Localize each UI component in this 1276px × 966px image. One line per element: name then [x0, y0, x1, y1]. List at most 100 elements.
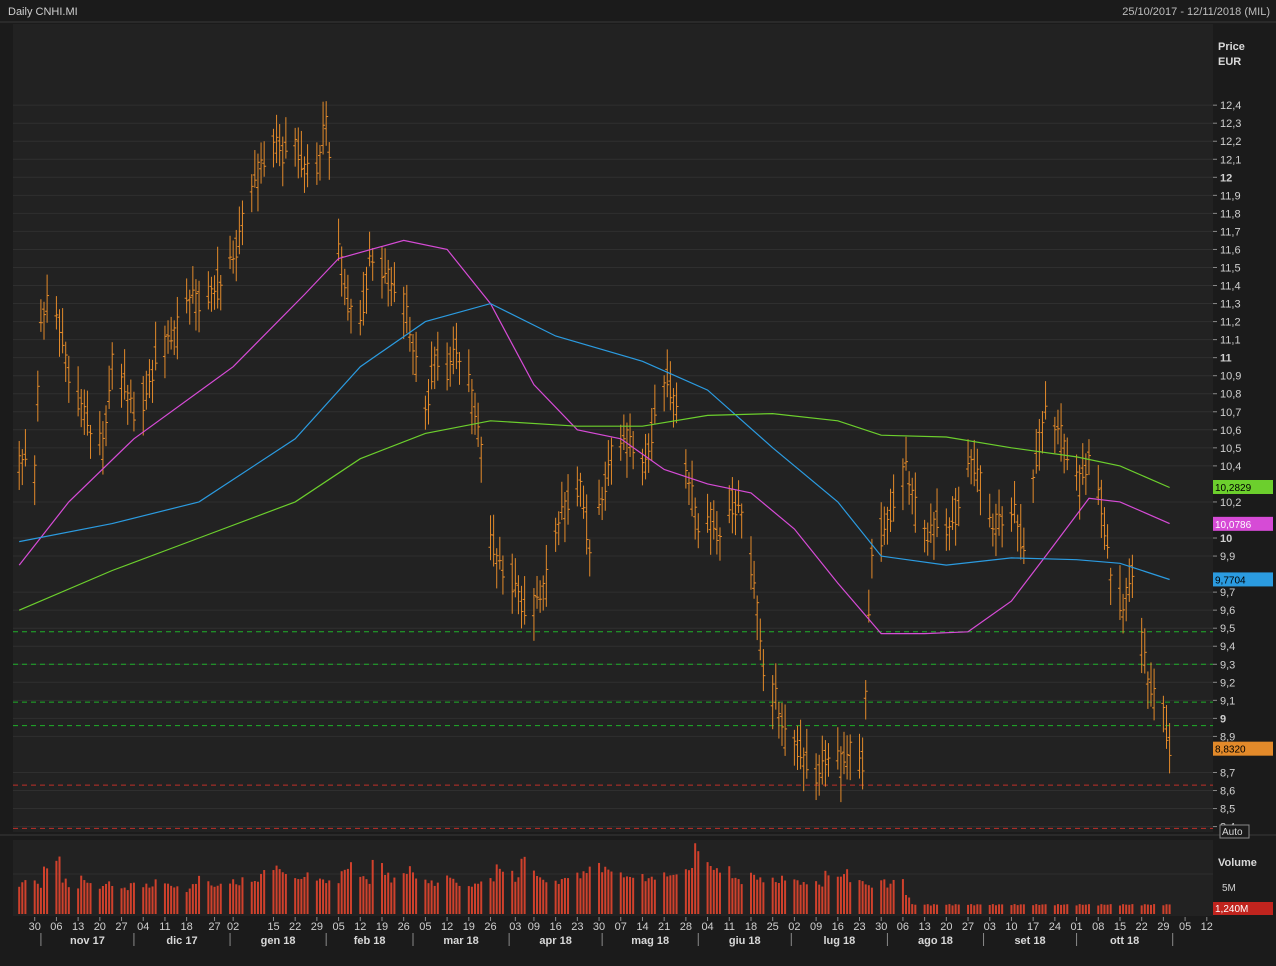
x-tick-label: 03: [509, 921, 521, 933]
ma50-line: [18, 239, 1170, 635]
x-tick-label: 06: [897, 921, 909, 933]
x-tick-label: 27: [208, 921, 220, 933]
ma200-line: [18, 412, 1170, 611]
y-tick-label: 9: [1220, 713, 1226, 725]
y-tick-label: 10,9: [1220, 371, 1241, 383]
y-tick-label: 9,5: [1220, 623, 1235, 635]
x-tick-label: 29: [311, 921, 323, 933]
x-tick-label: 06: [50, 921, 62, 933]
auto-scale-button[interactable]: [1219, 824, 1250, 839]
x-tick-label: 26: [484, 921, 496, 933]
value-badges: 10,2829 10,0786 9,7704 8,8320: [1213, 479, 1273, 756]
moving-averages: [18, 239, 1170, 635]
x-tick-label: 07: [615, 921, 627, 933]
y-tick-label: 12,3: [1220, 118, 1241, 130]
x-tick-label: 12: [1201, 921, 1213, 933]
x-tick-label: 05: [419, 921, 431, 933]
y-tick-label: 12,4: [1220, 100, 1241, 112]
y-tick-label: 11,5: [1220, 262, 1241, 274]
x-tick-label: 08: [1092, 921, 1104, 933]
month-label: ott 18: [1110, 935, 1139, 947]
y-tick-label: 9,1: [1220, 695, 1235, 707]
y-tick-label: 12,2: [1220, 136, 1241, 148]
month-label: dic 17: [166, 935, 197, 947]
y-tick-label: 8,9: [1220, 731, 1235, 743]
x-tick-label: 04: [701, 921, 713, 933]
y-tick-label: 9,7: [1220, 587, 1235, 599]
x-tick-label: 12: [441, 921, 453, 933]
y-tick-label: 10,8: [1220, 389, 1241, 401]
month-label: nov 17: [70, 935, 105, 947]
last-badge: [1213, 741, 1273, 756]
y-tick-label: 8,6: [1220, 786, 1235, 798]
y-tick-label: 9,2: [1220, 677, 1235, 689]
x-tick-label: 20: [940, 921, 952, 933]
x-tick-label: 23: [571, 921, 583, 933]
y-tick-label: 9,9: [1220, 551, 1235, 563]
x-tick-label: 22: [1136, 921, 1148, 933]
x-tick-label: 16: [832, 921, 844, 933]
y-tick-label: 12,1: [1220, 154, 1241, 166]
x-tick-label: 21: [658, 921, 670, 933]
x-tick-label: 23: [853, 921, 865, 933]
y-tick-label: 11: [1220, 353, 1232, 365]
ma100-badge-value: 9,7704: [1215, 575, 1246, 586]
price-axis-ticks: 12,4 12,3 12,2 12,1 12 11,9 11,8 11,7 11,6 11,5 11…: [1213, 100, 1241, 834]
y-tick-label: 11,7: [1220, 226, 1241, 238]
x-tick-label: 09: [810, 921, 822, 933]
x-tick-label: 24: [1049, 921, 1061, 933]
x-tick-label: 19: [463, 921, 475, 933]
support-levels: [13, 631, 1213, 829]
x-tick-label: 17: [1027, 921, 1039, 933]
x-tick-label: 10: [1005, 921, 1017, 933]
volume-last-value: 1,240M: [1215, 904, 1248, 915]
y-tick-label: 11,3: [1220, 299, 1241, 311]
y-tick-label: 10,7: [1220, 407, 1241, 419]
x-tick-label: 30: [875, 921, 887, 933]
x-tick-label: 01: [1070, 921, 1082, 933]
y-tick-label: 11,9: [1220, 190, 1241, 202]
y-tick-label: 10: [1220, 533, 1232, 545]
volume-tick-5m: 5M: [1222, 883, 1236, 894]
grid: [13, 104, 1213, 828]
month-label: set 18: [1014, 935, 1045, 947]
x-tick-label: 05: [332, 921, 344, 933]
y-tick-label: 10,4: [1220, 461, 1241, 473]
time-axis: 30 06 13 20 27 04 11 18 27 02 15 22 29 05 12 19 26 05 12 19…: [29, 917, 1213, 947]
y-tick-label: 9,6: [1220, 605, 1235, 617]
x-tick-label: 11: [724, 921, 735, 933]
month-label: mag 18: [631, 935, 669, 947]
price-bars: [17, 101, 1172, 803]
volume-last-badge: [1213, 902, 1273, 915]
ma50-badge: [1213, 516, 1273, 531]
month-label: mar 18: [443, 935, 478, 947]
month-label: gen 18: [261, 935, 296, 947]
y-tick-label: 11,1: [1220, 335, 1241, 347]
x-tick-label: 26: [398, 921, 410, 933]
price-axis-label: Price: [1218, 41, 1245, 53]
chart-title: Daily CNHI.MI: [8, 6, 78, 18]
y-tick-label: 9,4: [1220, 641, 1235, 653]
y-tick-label: 8,5: [1220, 804, 1235, 816]
x-tick-label: 29: [1157, 921, 1169, 933]
auto-scale-label: Auto: [1222, 827, 1243, 838]
ma200-badge: [1213, 479, 1273, 494]
x-tick-label: 27: [962, 921, 974, 933]
y-tick-label: 12: [1220, 172, 1232, 184]
month-label: lug 18: [823, 935, 855, 947]
price-panel: [13, 24, 1213, 832]
x-tick-label: 03: [984, 921, 996, 933]
x-tick-label: 02: [788, 921, 800, 933]
x-tick-label: 18: [181, 921, 193, 933]
y-tick-label: 10,2: [1220, 497, 1241, 509]
ma50-badge-value: 10,0786: [1215, 520, 1252, 531]
x-tick-label: 20: [94, 921, 106, 933]
price-axis-unit: EUR: [1218, 56, 1241, 68]
x-tick-label: 11: [159, 921, 170, 933]
date-range: 25/10/2017 - 12/11/2018 (MIL): [1122, 6, 1270, 18]
y-tick-label: 10,5: [1220, 443, 1241, 455]
x-tick-label: 13: [919, 921, 931, 933]
x-tick-label: 27: [115, 921, 127, 933]
x-tick-label: 02: [227, 921, 239, 933]
